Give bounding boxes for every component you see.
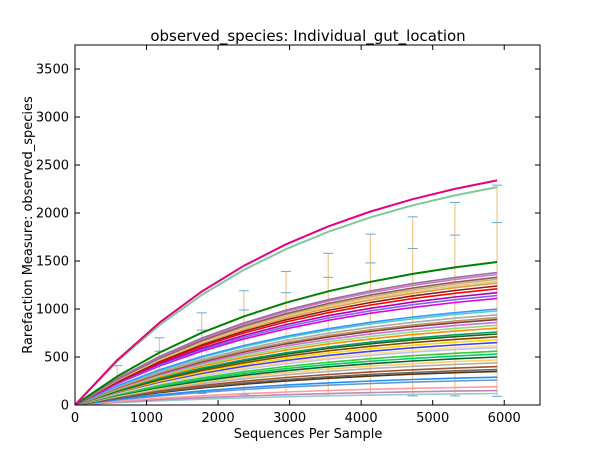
- series-line-14: [75, 308, 498, 405]
- chart-title: observed_species: Individual_gut_locatio…: [150, 27, 465, 46]
- y-tick-label-4: 2000: [36, 207, 69, 222]
- series-line-19: [75, 321, 498, 405]
- series-line-3: [75, 271, 498, 405]
- x-tick-label-5: 5000: [416, 411, 449, 426]
- y-tick-label-0: 0: [61, 399, 69, 414]
- x-tick-label-6: 6000: [488, 411, 521, 426]
- series-line-40: [75, 389, 498, 405]
- x-tick-label-4: 4000: [345, 411, 378, 426]
- series-line-34: [75, 365, 498, 405]
- series-line-31: [75, 356, 498, 405]
- series-line-1: [75, 186, 498, 405]
- series-line-26: [75, 341, 498, 405]
- series-line-32: [75, 359, 498, 405]
- x-tick-label-3: 3000: [273, 411, 306, 426]
- y-tick-label-1: 500: [44, 351, 69, 366]
- series-line-25: [75, 338, 498, 405]
- series-line-11: [75, 291, 498, 405]
- series-line-39: [75, 386, 498, 405]
- series-group: [75, 179, 503, 405]
- plot-frame: [74, 44, 541, 406]
- x-axis-title: Sequences Per Sample: [234, 427, 383, 442]
- y-tick-label-3: 1500: [36, 255, 69, 270]
- series-line-9: [75, 285, 498, 405]
- y-tick-label-2: 1000: [36, 303, 69, 318]
- series-line-16: [75, 314, 498, 405]
- series-line-37: [75, 376, 498, 405]
- series-line-2: [75, 261, 498, 405]
- series-line-12: [75, 294, 498, 405]
- series-line-29: [75, 350, 498, 405]
- x-tick-label-1: 1000: [130, 411, 163, 426]
- series-line-35: [75, 368, 498, 405]
- plot-area: [75, 179, 503, 405]
- series-line-21: [75, 327, 498, 405]
- series-line-17: [75, 316, 498, 405]
- series-line-0: [75, 179, 498, 405]
- y-axis-title: Rarefaction Measure: observed_species: [21, 96, 36, 354]
- series-line-24: [75, 336, 498, 405]
- y-tick-label-7: 3500: [36, 63, 69, 78]
- axes: 0 1000 2000 3000 4000 5000 6000 0 500 1000 1500 200…: [36, 44, 541, 426]
- series-line-27: [75, 344, 498, 405]
- series-line-33: [75, 362, 498, 405]
- series-line-22: [75, 331, 498, 405]
- series-line-38: [75, 379, 498, 405]
- series-line-30: [75, 353, 498, 405]
- x-tick-label-2: 2000: [202, 411, 235, 426]
- series-line-20: [75, 324, 498, 405]
- series-line-13: [75, 297, 498, 405]
- y-tick-label-6: 3000: [36, 111, 69, 126]
- series-line-41: [75, 392, 498, 405]
- x-tick-label-0: 0: [71, 411, 79, 426]
- y-tick-label-5: 2500: [36, 159, 69, 174]
